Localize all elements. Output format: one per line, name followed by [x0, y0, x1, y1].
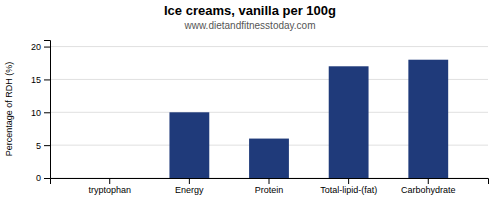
tick-label: Total-lipid-(fat): [320, 185, 377, 195]
plot-area: 0 5 10 15 20 tryptophan Energy Protein Total-lip…: [31, 41, 489, 196]
chart: Ice creams, vanilla per 100g www.dietandf…: [0, 0, 500, 200]
tick-mark: [44, 112, 50, 113]
y-tick: 5: [36, 141, 50, 151]
y-axis: 0 5 10 15 20: [31, 41, 51, 184]
grid: [50, 47, 488, 178]
tick-label: 5: [36, 141, 41, 151]
tick-label: Protein: [255, 185, 284, 195]
x-tick: Protein: [255, 178, 284, 195]
axis-line: [51, 179, 489, 185]
tick-label: 20: [31, 42, 41, 52]
bar: [90, 178, 130, 179]
tick-mark: [109, 178, 110, 184]
x-tick: Energy: [175, 178, 204, 195]
y-tick: 15: [31, 75, 50, 85]
tick-label: tryptophan: [88, 185, 131, 195]
tick-mark: [44, 79, 50, 80]
grid-line: [50, 46, 488, 47]
x-axis: tryptophan Energy Protein Total-lipid-(fat)…: [51, 178, 489, 195]
bars: [169, 60, 448, 178]
x-tick: Carbohydrate: [401, 178, 456, 195]
axis-line: [44, 41, 51, 179]
y-tick: 20: [31, 42, 50, 52]
tick-label: 10: [31, 108, 41, 118]
tick-mark: [189, 178, 190, 184]
tick-mark: [348, 178, 349, 184]
x-tick: tryptophan: [88, 178, 131, 195]
y-tick: 10: [31, 108, 50, 118]
bar: [249, 139, 289, 178]
tick-mark: [44, 178, 50, 179]
tick-mark: [269, 178, 270, 184]
x-tick: Total-lipid-(fat): [320, 178, 377, 195]
tick-label: 0: [36, 173, 41, 183]
subtitle: www.dietandfitnesstoday.com: [184, 20, 316, 31]
tick-label: Carbohydrate: [401, 185, 456, 195]
tick-mark: [44, 47, 50, 48]
tick-mark: [428, 178, 429, 184]
tick-label: Energy: [175, 185, 204, 195]
tick-mark: [44, 145, 50, 146]
bar: [169, 112, 209, 178]
bar: [408, 60, 448, 178]
y-tick: 0: [36, 173, 50, 183]
tick-label: 15: [31, 75, 41, 85]
title: Ice creams, vanilla per 100g: [164, 3, 336, 18]
y-axis-title: Percentage of RDH (%): [4, 62, 14, 157]
bar: [329, 66, 369, 178]
